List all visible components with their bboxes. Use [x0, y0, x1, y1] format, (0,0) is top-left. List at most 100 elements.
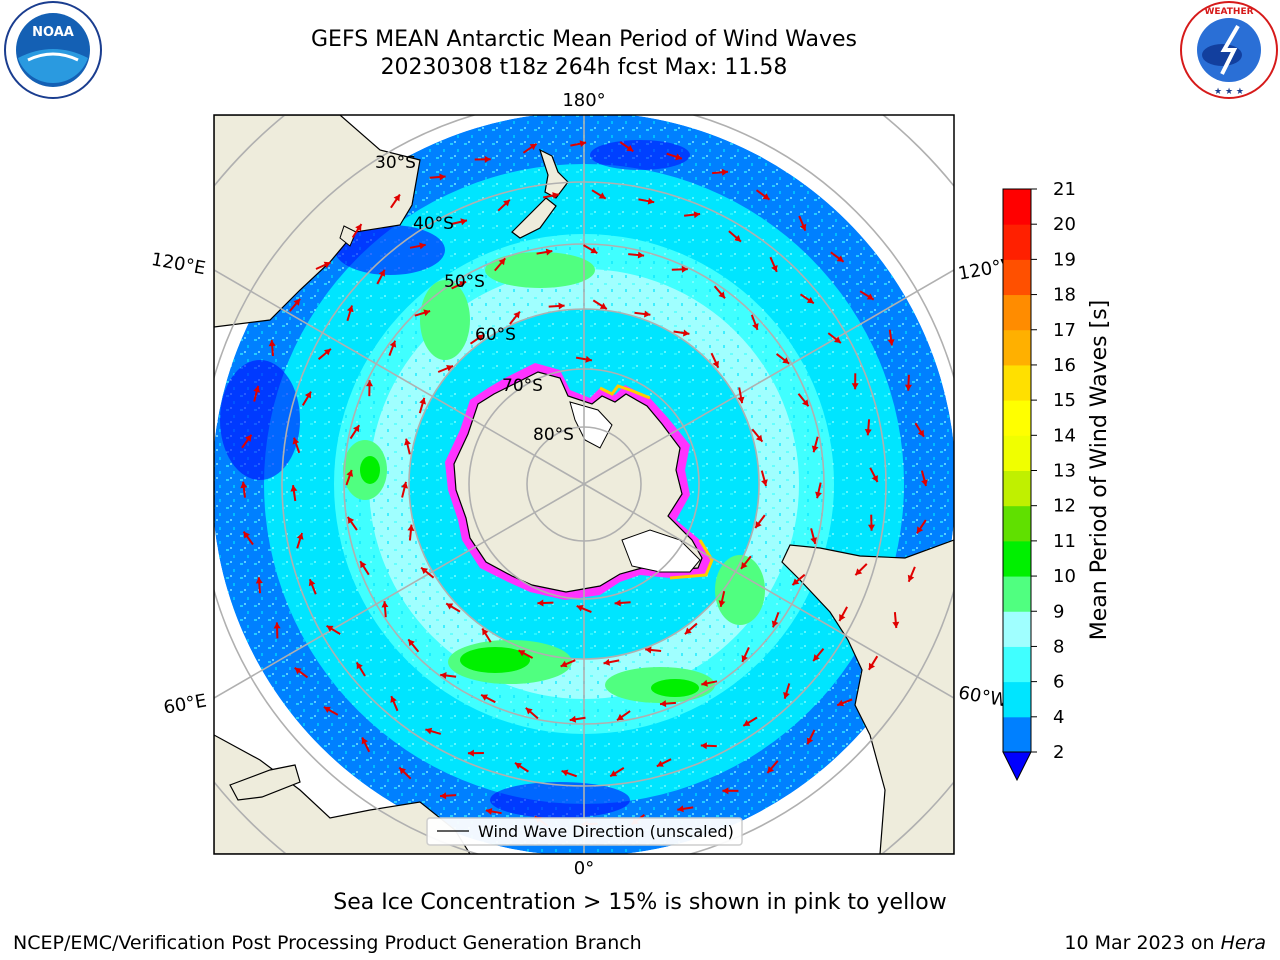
wave-arrow-head	[718, 600, 726, 607]
wave-arrow-head	[498, 258, 506, 266]
wave-arrow-head	[610, 770, 618, 777]
lat-label-60s: 60°S	[475, 325, 516, 345]
wave-arrow-head	[273, 622, 281, 629]
wave-arrow-head	[907, 574, 915, 582]
wave-arrow-head	[308, 579, 316, 587]
wave-arrow-head	[721, 168, 728, 176]
wave-arrow-head	[294, 667, 302, 675]
wave-arrow-head	[503, 199, 510, 207]
wave-arrow-head	[290, 485, 298, 492]
wave-arrow-head	[408, 639, 415, 647]
wave-arrow-head	[868, 524, 875, 531]
wave-arrow-head	[404, 438, 411, 446]
wave-arrow-head	[810, 537, 817, 544]
wave-arrow-head	[866, 293, 874, 300]
wave-arrow-head	[346, 470, 354, 477]
wave-arrow-head	[389, 340, 397, 348]
wave-arrow-head	[755, 434, 763, 442]
wave-arrow-head	[590, 247, 598, 254]
wave-arrow-head	[558, 302, 565, 310]
wave-arrow-head	[700, 742, 707, 750]
colorbar-tick-label: 18	[1053, 285, 1076, 306]
wave-arrow-head	[446, 603, 454, 610]
wave-arrow-head	[645, 646, 652, 654]
wave-arrow-head	[390, 696, 397, 703]
wave-arrow-head	[576, 605, 584, 612]
colorbar-tick-label: 14	[1053, 425, 1076, 446]
wave-arrow-head	[361, 737, 368, 745]
svg-text:NOAA: NOAA	[32, 25, 74, 40]
wave-arrow-head	[599, 302, 607, 309]
host-name: Hera	[1220, 932, 1266, 954]
colorbar-tick-label: 12	[1053, 496, 1076, 517]
lat-label-30s: 30°S	[375, 153, 416, 173]
colorbar-block	[1003, 716, 1031, 753]
colorbar-tick-label: 9	[1053, 601, 1064, 622]
colorbar-tick-label: 16	[1053, 355, 1076, 376]
wave-arrow-head	[326, 625, 334, 632]
chart-subtitle: 20230308 t18z 264h fcst Max: 11.58	[380, 55, 788, 80]
wave-arrow-head	[440, 672, 447, 679]
lon-label-60e: 60°E	[162, 690, 208, 718]
date-stamp: 10 Mar 2023 on Hera	[1064, 932, 1266, 954]
wave-arrow-head	[718, 291, 725, 299]
wave-arrow-head	[399, 767, 406, 775]
wave-arrow-head	[401, 481, 408, 489]
wave-arrow-head	[892, 621, 900, 628]
colorbar-tick-label: 4	[1053, 707, 1064, 728]
svg-text:WEATHER: WEATHER	[1204, 7, 1253, 17]
chart-title: GEFS MEAN Antarctic Mean Period of Wind …	[311, 27, 857, 52]
wave-arrow-head	[603, 658, 610, 666]
wave-arrow-head	[537, 599, 544, 607]
colorbar-tick-label: 2	[1053, 742, 1064, 763]
wave-arrow-head	[476, 334, 484, 341]
map-panel: 180° 0° 120°E 120°W 60°E 60°W 30°S 40°S …	[150, 90, 1021, 879]
colorbar-block	[1003, 470, 1031, 507]
wave-arrow-head	[304, 391, 311, 399]
colorbar-block	[1003, 259, 1031, 296]
wave-arrow-head	[569, 715, 577, 723]
wave-arrow-head	[323, 261, 331, 269]
wave-arrow-head	[324, 348, 331, 356]
colorbar-block	[1003, 505, 1031, 542]
wave-arrow-head	[839, 614, 846, 621]
wave-arrow-head	[484, 155, 491, 163]
wave-arrow-head	[585, 355, 592, 363]
wave-arrow-head	[868, 662, 875, 670]
wave-arrow-head	[460, 218, 467, 226]
colorbar-block	[1003, 646, 1031, 683]
legend-label: Wind Wave Direction (unscaled)	[478, 822, 734, 841]
wave-arrow-head	[446, 365, 453, 372]
wave-arrow-head	[366, 380, 373, 387]
colorbar-block	[1003, 681, 1031, 718]
wave-arrow-head	[806, 737, 814, 745]
wave-arrow-head	[292, 437, 300, 445]
wave-arrow-head	[813, 654, 820, 661]
wave-arrow-head	[518, 650, 526, 657]
wave-arrow-head	[811, 445, 819, 453]
wave-arrow-head	[647, 197, 655, 205]
nws-logo: WEATHER ★ ★ ★	[1180, 1, 1278, 99]
wave-arrow-head	[525, 707, 533, 715]
wave-arrow-head	[783, 692, 790, 699]
wave-arrow-head	[771, 265, 778, 272]
wave-arrow-head	[293, 298, 301, 306]
wave-arrow-head	[513, 311, 520, 319]
wave-arrow-head	[243, 531, 250, 539]
lat-label-70s: 70°S	[502, 376, 543, 396]
wave-arrow-head	[579, 140, 587, 148]
map-legend: Wind Wave Direction (unscaled)	[426, 817, 743, 846]
wave-arrow-head	[741, 562, 748, 569]
wave-arrow-head	[598, 192, 606, 199]
wave-arrow-head	[782, 357, 790, 364]
wave-arrow-head	[767, 766, 774, 773]
wave-arrow-head	[245, 434, 252, 442]
wave-arrow-head	[681, 265, 688, 273]
wave-arrow-head	[799, 223, 807, 231]
lat-label-80s: 80°S	[533, 425, 574, 445]
wave-direction-arrows	[240, 140, 928, 828]
wave-arrow-head	[467, 749, 474, 757]
noaa-logo: NOAA	[4, 1, 102, 99]
colorbar: 2 4 6 8 9 10 11 12 13 14 15 16 17 18 19 20 21 Mean Perio…	[1002, 179, 1112, 782]
